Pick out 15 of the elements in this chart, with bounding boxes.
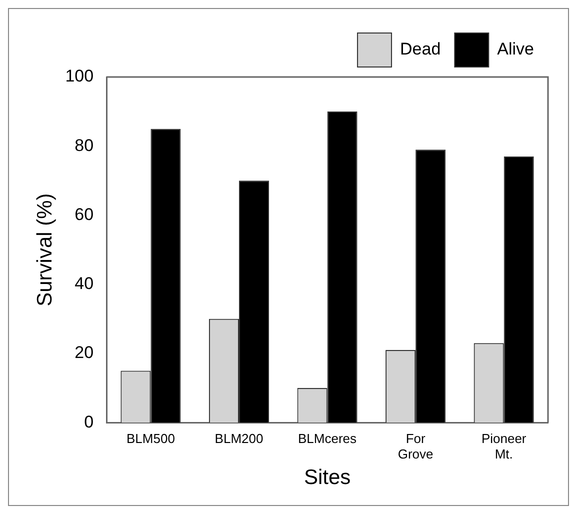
y-tick-label: 40 bbox=[74, 274, 94, 294]
x-tick-label: BLMceres bbox=[298, 430, 358, 446]
x-tick-label: Pioneer Mt. bbox=[481, 430, 527, 462]
x-tick-label: For Grove bbox=[398, 430, 434, 462]
x-tick-label: BLM500 bbox=[126, 430, 175, 446]
legend-label: Alive bbox=[497, 40, 534, 59]
y-tick-label: 100 bbox=[65, 66, 94, 86]
y-tick-label: 20 bbox=[74, 343, 94, 362]
x-tick-label: BLM200 bbox=[214, 430, 264, 446]
y-tick-label: 0 bbox=[84, 412, 94, 432]
x-axis-title: Sites bbox=[304, 466, 351, 490]
y-tick-label: 80 bbox=[74, 136, 94, 155]
y-axis-title: Survival (%) bbox=[33, 193, 56, 306]
y-tick-label: 60 bbox=[74, 204, 94, 224]
legend-label: Dead bbox=[400, 40, 441, 59]
